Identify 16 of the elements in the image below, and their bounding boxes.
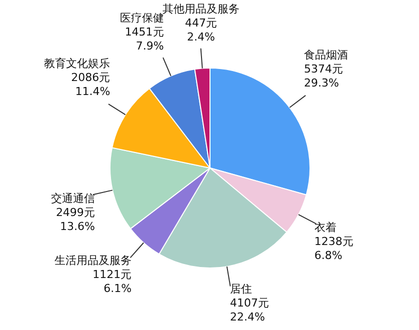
data-label: 2499元 13.6% bbox=[56, 206, 95, 234]
data-label: 1451元 7.9% bbox=[124, 25, 164, 52]
slice-label: 生活用品及服务 bbox=[54, 254, 132, 268]
data-label: 2086元 11.4% bbox=[71, 71, 110, 98]
slice-label: 交通通信 bbox=[50, 192, 95, 206]
data-label: 1238元 6.8% bbox=[314, 234, 354, 262]
data-label: 5374元 29.3% bbox=[304, 62, 343, 90]
slice-label: 食品烟酒 bbox=[304, 48, 348, 62]
slice-label: 衣着 bbox=[314, 220, 336, 234]
slice-label: 居住 bbox=[230, 282, 252, 296]
data-label: 447元 2.4% bbox=[184, 16, 217, 44]
slice-label: 其他用品及服务 bbox=[162, 2, 240, 16]
slice-label: 医疗保健 bbox=[120, 11, 164, 24]
data-label: 1121元 6.1% bbox=[92, 268, 132, 296]
slice-label: 教育文化娱乐 bbox=[44, 57, 110, 70]
data-label: 4107元 22.4% bbox=[230, 296, 269, 324]
